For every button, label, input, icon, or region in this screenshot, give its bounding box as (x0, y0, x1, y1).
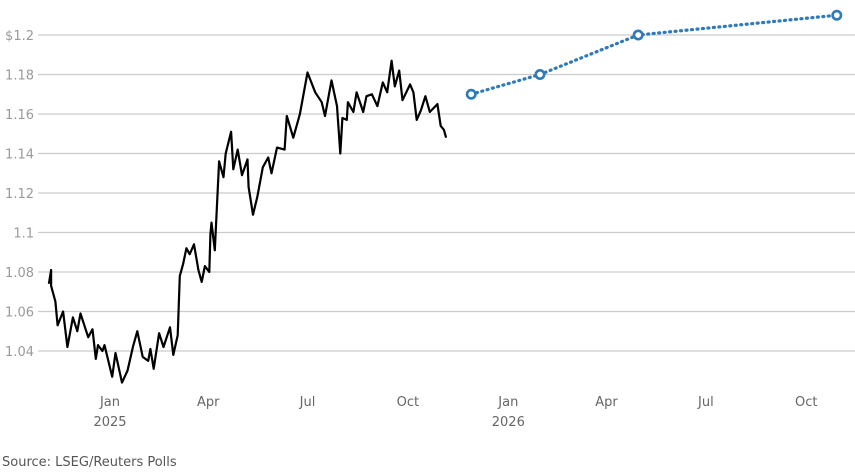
x-tick-label: Jan (497, 395, 518, 410)
forecast-point (465, 88, 477, 100)
x-tick-label: Apr (197, 395, 220, 410)
source-note: Source: LSEG/Reuters Polls (2, 455, 177, 470)
x-tick-year-label: 2025 (93, 415, 126, 430)
x-tick-label: Oct (795, 395, 817, 410)
x-tick-label: Jan (99, 395, 120, 410)
y-tick-label: 1.06 (5, 306, 34, 321)
y-tick-label: $1.2 (5, 29, 34, 44)
y-tick-label: 1.04 (5, 345, 34, 360)
y-tick-label: 1.1 (13, 227, 34, 242)
x-tick-label: Oct (397, 395, 419, 410)
y-tick-label: 1.14 (5, 148, 34, 163)
forecast-point (632, 29, 644, 41)
x-tick-label: Jul (299, 395, 316, 410)
series-line-poll-forecast (469, 13, 839, 96)
x-tick-year-label: 2026 (492, 415, 525, 430)
x-tick-label: Apr (595, 395, 618, 410)
series-line-actual (47, 59, 448, 384)
y-tick-label: 1.16 (5, 108, 34, 123)
y-tick-label: 1.08 (5, 266, 34, 281)
forecast-point (831, 9, 843, 21)
y-tick-label: 1.18 (5, 69, 34, 84)
forecast-point (534, 69, 546, 81)
x-tick-label: Jul (697, 395, 714, 410)
y-tick-label: 1.12 (5, 187, 34, 202)
